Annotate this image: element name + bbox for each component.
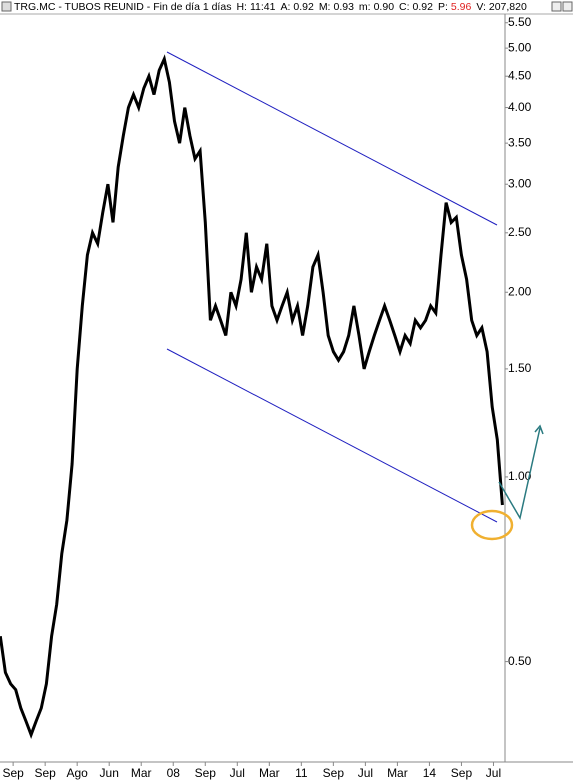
- x-tick-label: Sep: [34, 766, 56, 780]
- chart-header: TRG.MC - TUBOS REUNID - Fin de día 1 día…: [14, 1, 527, 13]
- header-label: M:: [319, 1, 331, 13]
- header-label: H:: [236, 1, 247, 13]
- chart-title: TRG.MC - TUBOS REUNID - Fin de día 1 día…: [14, 1, 231, 13]
- y-tick-label: 4.50: [508, 68, 532, 82]
- x-tick-label: Sep: [195, 766, 217, 780]
- x-tick-label: Ago: [66, 766, 88, 780]
- trend-line-lower: [166, 348, 498, 523]
- x-tick-label: Jun: [100, 766, 119, 780]
- header-value: 0.92: [293, 1, 314, 13]
- x-tick-label: 14: [423, 766, 437, 780]
- x-tick-label: Sep: [2, 766, 24, 780]
- x-tick-label: Jul: [358, 766, 373, 780]
- y-tick-label: 2.50: [508, 225, 532, 239]
- x-tick-label: Mar: [387, 766, 408, 780]
- y-tick-label: 1.50: [508, 361, 532, 375]
- x-tick-label: Sep: [451, 766, 473, 780]
- window-button[interactable]: [562, 1, 573, 12]
- header-label: A:: [280, 1, 290, 13]
- price-line: [0, 54, 504, 739]
- window-button[interactable]: [551, 1, 562, 12]
- y-tick-label: 5.50: [508, 15, 532, 29]
- header-value: 207,820: [489, 1, 527, 13]
- y-tick-label: 1.00: [508, 469, 532, 483]
- y-tick-label: 2.00: [508, 284, 532, 298]
- header-value: 0.92: [413, 1, 434, 13]
- arrow-head: [534, 424, 544, 435]
- y-tick-label: 5.00: [508, 40, 532, 54]
- header-value: 5.96: [451, 1, 472, 13]
- projection-arrow: [498, 427, 541, 521]
- trend-line-upper: [166, 51, 498, 226]
- header-value: 0.93: [333, 1, 354, 13]
- y-tick-label: 4.00: [508, 100, 532, 114]
- x-tick-label: Jul: [230, 766, 245, 780]
- x-tick-label: Sep: [323, 766, 345, 780]
- y-tick-label: 3.50: [508, 135, 532, 149]
- x-tick-label: 08: [167, 766, 181, 780]
- x-tick-label: 11: [295, 766, 308, 780]
- header-value: 0.90: [374, 1, 395, 13]
- x-tick-label: Jul: [486, 766, 501, 780]
- header-label: C:: [399, 1, 410, 13]
- y-tick-label: 0.50: [508, 654, 532, 668]
- menu-icon[interactable]: [1, 1, 12, 12]
- y-tick-label: 3.00: [508, 176, 532, 190]
- header-label: V:: [476, 1, 486, 13]
- highlight-circle: [470, 509, 514, 541]
- header-label: P:: [438, 1, 448, 13]
- header-value: 11:41: [250, 1, 276, 13]
- x-tick-label: Mar: [259, 766, 280, 780]
- header-label: m:: [359, 1, 371, 13]
- x-tick-label: Mar: [131, 766, 152, 780]
